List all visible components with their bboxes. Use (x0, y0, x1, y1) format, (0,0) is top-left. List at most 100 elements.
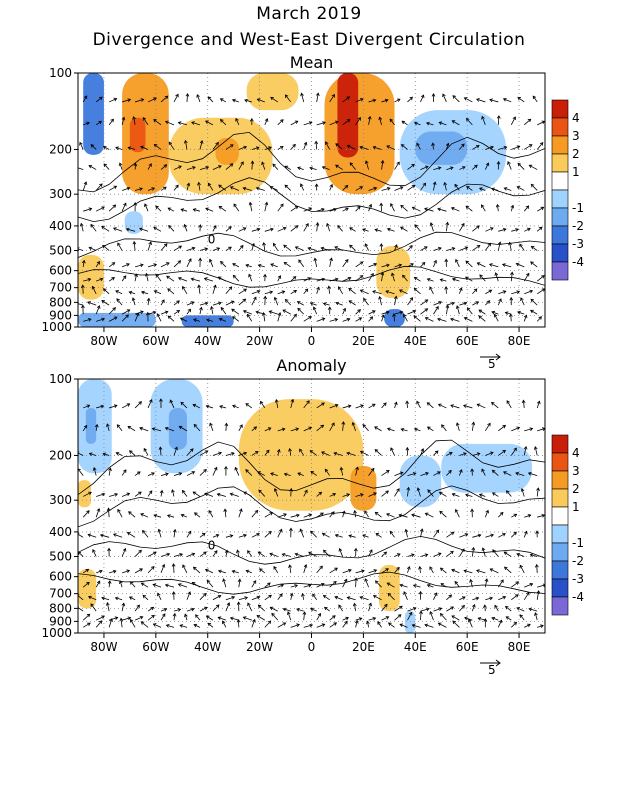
colorbar-segment (551, 434, 569, 454)
wind-vector (212, 604, 220, 612)
wind-vector (131, 297, 136, 306)
wind-vector (346, 596, 356, 601)
wind-vector (212, 550, 218, 557)
wind-vector (284, 165, 291, 170)
wind-vector (96, 277, 104, 282)
wind-vector (407, 309, 417, 315)
wind-vector (271, 612, 279, 621)
wind-vector (78, 532, 84, 538)
wind-vector (217, 616, 227, 621)
colorbar-segment (551, 560, 569, 580)
wind-vector (403, 591, 408, 600)
wind-vector (264, 530, 272, 538)
wind-vector (128, 596, 136, 601)
wind-vector (180, 513, 188, 518)
wind-vector (303, 207, 313, 212)
wind-vector (251, 533, 260, 538)
wind-vector (296, 301, 304, 306)
wind-vector (186, 552, 196, 557)
wind-vector (160, 563, 166, 574)
wind-vector (212, 595, 222, 601)
wind-vector (520, 488, 525, 497)
wind-vector (177, 583, 188, 588)
wind-vector (524, 582, 534, 588)
wind-vector (342, 578, 348, 588)
wind-vector (219, 98, 227, 103)
wind-vector (424, 317, 434, 322)
colorbar-label: -1 (572, 536, 584, 550)
wind-vector (153, 144, 162, 150)
wind-vector (277, 622, 287, 628)
wind-vector (359, 145, 369, 150)
x-tick-label: 20W (246, 334, 273, 348)
wind-vector (484, 422, 491, 432)
wind-vector (128, 290, 136, 295)
wind-vector (348, 287, 356, 295)
colorbar-segment (551, 261, 569, 281)
wind-vector (375, 533, 382, 538)
wind-vector (477, 617, 486, 621)
wind-vector (273, 487, 279, 497)
wind-vector (481, 204, 486, 212)
wind-vector (108, 204, 117, 212)
wind-vector (127, 425, 136, 432)
wind-vector (268, 310, 278, 315)
wind-vector (290, 313, 297, 322)
wind-vector (219, 405, 226, 409)
wind-vector (472, 244, 481, 251)
wind-vector (386, 145, 395, 150)
wind-vector (505, 490, 512, 497)
wind-vector (193, 623, 201, 628)
wind-vector (437, 403, 447, 409)
wind-vector (494, 604, 499, 612)
wind-vector (237, 578, 242, 588)
wind-vector (257, 263, 265, 268)
wind-vector (420, 308, 429, 315)
contour-line (78, 439, 545, 496)
wind-vector (400, 144, 408, 150)
y-tick-label: 900 (49, 308, 72, 322)
shaded-region (376, 246, 411, 299)
wind-vector (394, 553, 401, 557)
wind-vector (511, 594, 519, 601)
wind-vector (354, 577, 358, 588)
wind-vector (147, 472, 155, 476)
wind-vector (95, 96, 103, 103)
wind-vector (310, 607, 317, 612)
wind-vector (79, 141, 84, 150)
x-tick-label: 80E (508, 334, 531, 348)
wind-vector (437, 207, 447, 212)
wind-vector (199, 247, 209, 251)
colorbar-label: -1 (572, 201, 584, 215)
wind-vector (225, 602, 231, 612)
wind-vector (178, 425, 188, 432)
wind-vector (416, 142, 421, 150)
shaded-region (78, 569, 97, 609)
wind-vector (484, 509, 489, 518)
wind-vector (173, 165, 182, 170)
wind-vector (270, 96, 278, 103)
wind-vector (95, 183, 103, 191)
wind-vector (459, 452, 467, 456)
wind-vector (520, 297, 525, 306)
wind-vector (96, 492, 106, 497)
wind-vector (476, 403, 486, 409)
wind-vector (504, 311, 512, 315)
wind-vector (444, 258, 449, 267)
wind-vector (472, 596, 480, 601)
wind-vector (508, 241, 512, 251)
wind-vector (297, 307, 304, 315)
wind-vector (264, 582, 271, 588)
wind-vector (312, 306, 318, 315)
x-tick-label: 80W (90, 334, 117, 348)
wind-vector (147, 263, 158, 268)
wind-vector (368, 569, 378, 574)
wind-vector (481, 547, 486, 557)
wind-vector (167, 288, 175, 295)
wind-vector (466, 307, 473, 315)
wind-vector (502, 98, 512, 103)
wind-vector (208, 509, 214, 518)
wind-vector (433, 246, 442, 251)
wind-vector (218, 184, 227, 191)
wind-vector (303, 564, 308, 574)
